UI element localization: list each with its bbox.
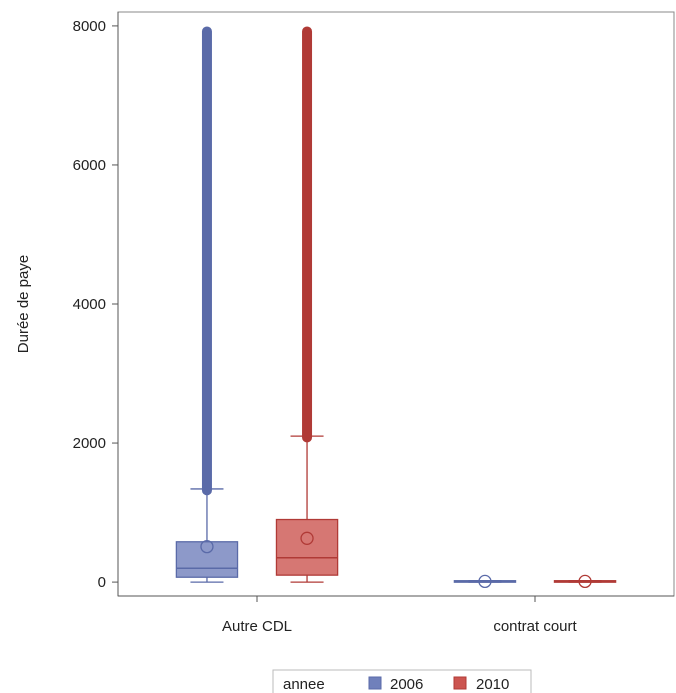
box-2006-contrat-court [453,574,517,589]
box-2006-autre-cdl [175,26,239,583]
y-axis-label: Durée de paye [15,255,32,353]
y-tick-label: 2000 [73,435,106,452]
mean-marker [200,539,214,554]
box-series [175,26,617,589]
legend-swatch-2006 [368,676,382,690]
y-tick-label: 6000 [73,157,106,174]
y-axis-ticks: 0 2000 4000 6000 8000 [73,18,118,591]
y-tick-label: 0 [98,574,106,591]
x-axis-ticks: Autre CDL contrat court [222,596,578,635]
legend-swatch-2010 [453,676,467,690]
mean-marker [300,531,314,545]
y-tick-label: 8000 [73,18,106,35]
box-2010-contrat-court [553,574,617,589]
box-2010-autre-cdl [275,26,339,583]
legend-label-2006: 2006 [390,676,423,693]
iqr-box [175,541,239,578]
x-tick-label: Autre CDL [222,618,292,635]
plot-frame [117,11,675,597]
legend-label-2010: 2010 [476,676,509,693]
mean-marker [478,574,492,589]
y-tick-label: 4000 [73,296,106,313]
legend: annee 2006 2010 [272,669,532,693]
mean-marker [578,574,592,589]
iqr-box [275,518,339,576]
legend-title: annee [283,676,325,693]
x-tick-label: contrat court [493,618,577,635]
